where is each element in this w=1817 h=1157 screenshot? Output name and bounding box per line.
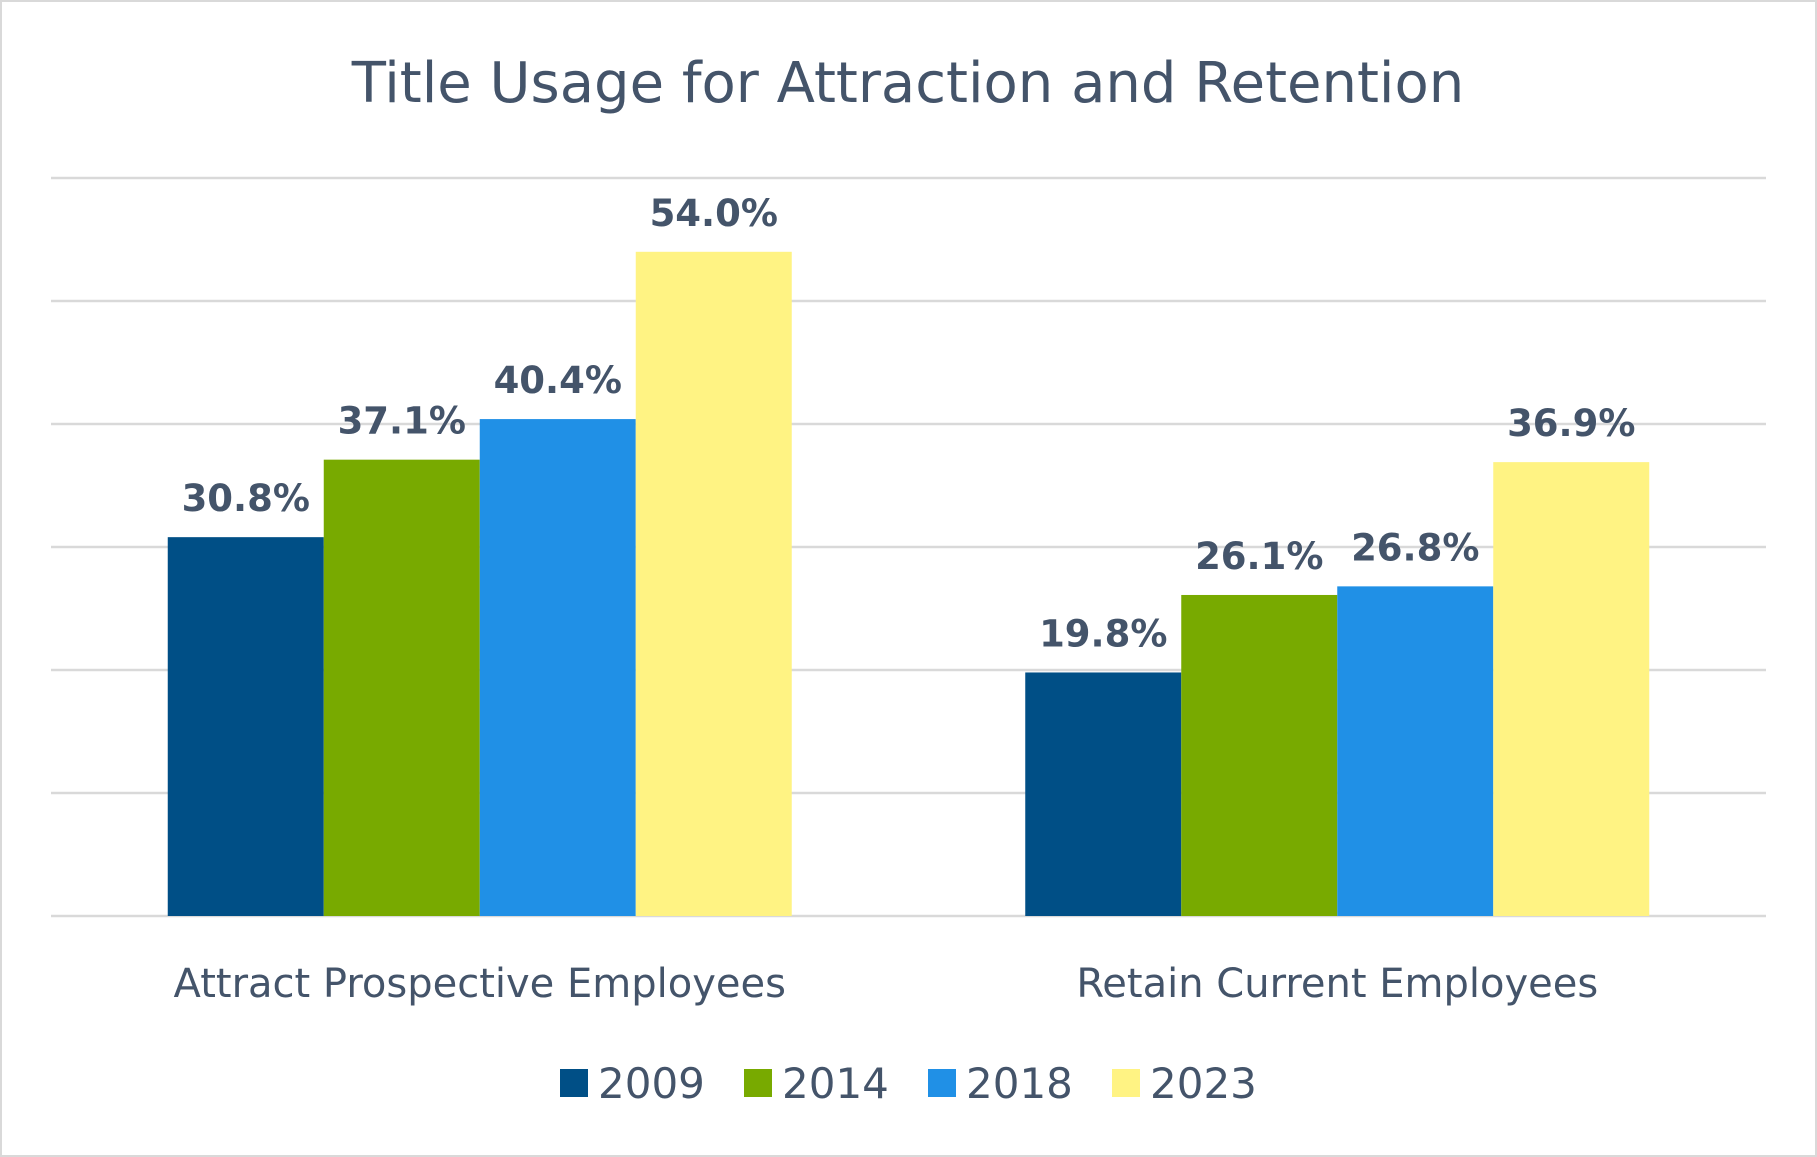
data-label: 19.8%: [1039, 612, 1167, 655]
data-label: 54.0%: [650, 192, 778, 235]
data-label: 37.1%: [338, 400, 466, 443]
data-label: 36.9%: [1507, 402, 1635, 445]
legend-label-2009: 2009: [598, 1059, 705, 1108]
bar-2023-attract: [635, 251, 792, 917]
bar-2023-retain: [1493, 462, 1650, 916]
data-label: 30.8%: [182, 477, 310, 520]
bar-2014-attract: [323, 459, 480, 916]
bar-2009-retain: [1025, 672, 1182, 916]
legend-swatch-2014: [744, 1069, 772, 1097]
legend-swatch-2023: [1112, 1069, 1140, 1097]
legend-label-2014: 2014: [782, 1059, 889, 1108]
legend-label-2018: 2018: [966, 1059, 1073, 1108]
bar-2014-retain: [1181, 594, 1338, 916]
legend: 2009 2014 2018 2023: [560, 1059, 1257, 1108]
legend-label-2023: 2023: [1150, 1059, 1257, 1108]
bar-2018-retain: [1337, 586, 1494, 916]
legend-swatch-2009: [560, 1069, 588, 1097]
data-label: 40.4%: [494, 359, 622, 402]
category-axis: Attract Prospective Employees Retain Curr…: [174, 961, 1599, 1007]
category-label: Retain Current Employees: [1076, 961, 1598, 1007]
bar-2009-attract: [167, 537, 324, 916]
legend-swatch-2018: [928, 1069, 956, 1097]
data-label: 26.1%: [1195, 535, 1323, 578]
bar-2018-attract: [479, 419, 636, 916]
bars: [167, 251, 1650, 917]
chart-title: Title Usage for Attraction and Retention: [351, 51, 1465, 116]
category-label: Attract Prospective Employees: [174, 961, 786, 1007]
data-label: 26.8%: [1351, 526, 1479, 569]
data-labels: 30.8% 37.1% 40.4% 54.0% 19.8% 26.1% 26.8% 36.9%: [182, 192, 1636, 656]
